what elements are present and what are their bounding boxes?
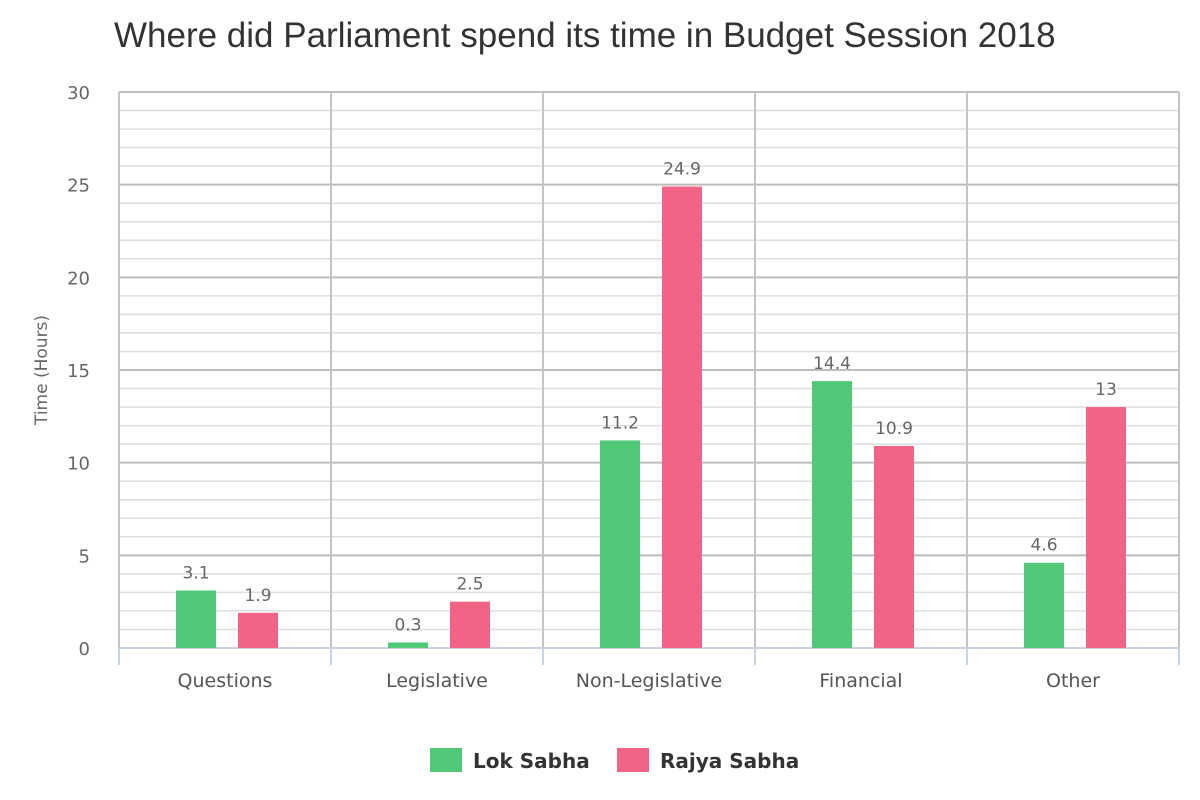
y-tick-label: 20	[67, 268, 90, 289]
data-label: 11.2	[601, 413, 639, 433]
data-label: 2.5	[456, 575, 483, 595]
y-axis-label: Time (Hours)	[32, 315, 52, 426]
bar-lok-sabha	[812, 381, 852, 648]
data-label: 4.6	[1030, 536, 1057, 556]
category-label: Questions	[178, 670, 273, 692]
legend-label: Lok Sabha	[473, 749, 590, 773]
data-label: 14.4	[813, 354, 851, 374]
y-tick-label: 25	[67, 176, 90, 197]
legend-swatch	[617, 748, 649, 772]
data-label: 24.9	[663, 160, 701, 180]
bar-rajya-sabha	[874, 445, 914, 648]
bar-rajya-sabha	[662, 186, 702, 648]
data-label: 13	[1095, 380, 1117, 400]
bar-rajya-sabha	[450, 601, 490, 648]
y-tick-label: 0	[79, 639, 90, 660]
data-label: 1.9	[244, 586, 271, 606]
legend-swatch	[430, 748, 462, 772]
bar-lok-sabha	[600, 440, 640, 648]
bar-lok-sabha	[388, 642, 428, 648]
data-label: 10.9	[875, 419, 913, 439]
legend-label: Rajya Sabha	[660, 749, 799, 773]
y-tick-label: 15	[67, 361, 90, 382]
bar-lok-sabha	[1024, 562, 1064, 648]
data-label: 3.1	[182, 564, 209, 584]
bar-lok-sabha	[176, 590, 216, 648]
chart-title: Where did Parliament spend its time in B…	[114, 16, 1056, 55]
category-label: Legislative	[386, 670, 488, 692]
category-label: Other	[1046, 670, 1100, 692]
bar-rajya-sabha	[1086, 407, 1126, 648]
y-tick-label: 10	[67, 454, 90, 475]
data-label: 0.3	[394, 615, 421, 635]
bar-rajya-sabha	[238, 612, 278, 648]
y-tick-label: 5	[79, 546, 90, 567]
category-label: Financial	[819, 670, 902, 692]
category-label: Non-Legislative	[576, 670, 723, 692]
y-tick-label: 30	[67, 83, 90, 104]
